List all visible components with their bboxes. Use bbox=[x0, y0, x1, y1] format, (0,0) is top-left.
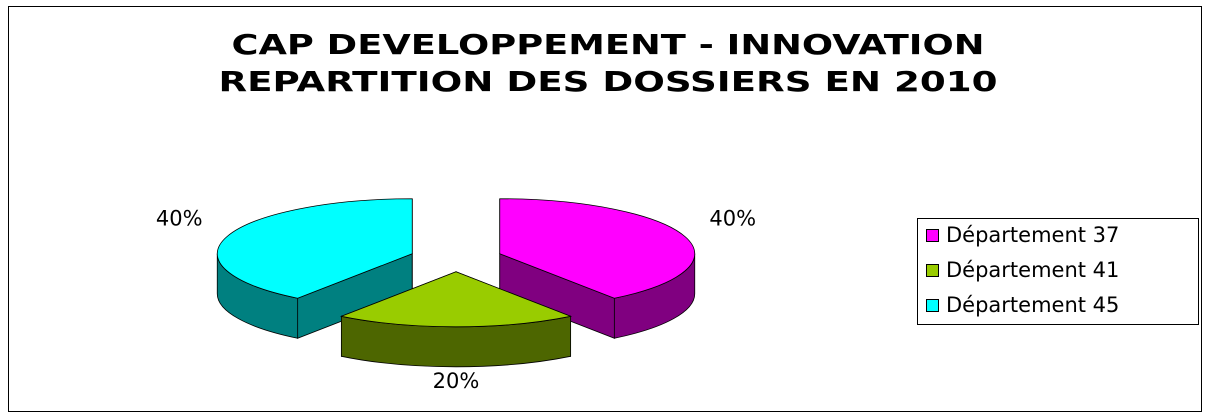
data-label: 40% bbox=[709, 207, 756, 231]
chart-title: CAP DEVELOPPEMENT - INNOVATION bbox=[232, 28, 985, 61]
legend-box bbox=[917, 218, 1199, 325]
slice-top bbox=[499, 198, 696, 299]
data-label: 40% bbox=[156, 207, 203, 231]
pie-slice bbox=[499, 198, 696, 339]
legend-label: Département 41 bbox=[946, 258, 1119, 282]
pie-slice bbox=[339, 271, 573, 368]
slice-top bbox=[339, 271, 573, 328]
legend-swatch bbox=[926, 229, 939, 242]
chart-title: REPARTITION DES DOSSIERS EN 2010 bbox=[219, 65, 998, 98]
legend-label: Département 37 bbox=[946, 223, 1119, 247]
legend-swatch bbox=[926, 299, 939, 312]
pie-slice bbox=[216, 198, 413, 339]
legend-label: Département 45 bbox=[946, 293, 1119, 317]
slice-top bbox=[216, 198, 413, 299]
data-label: 20% bbox=[433, 369, 480, 393]
legend-swatch bbox=[926, 264, 939, 277]
